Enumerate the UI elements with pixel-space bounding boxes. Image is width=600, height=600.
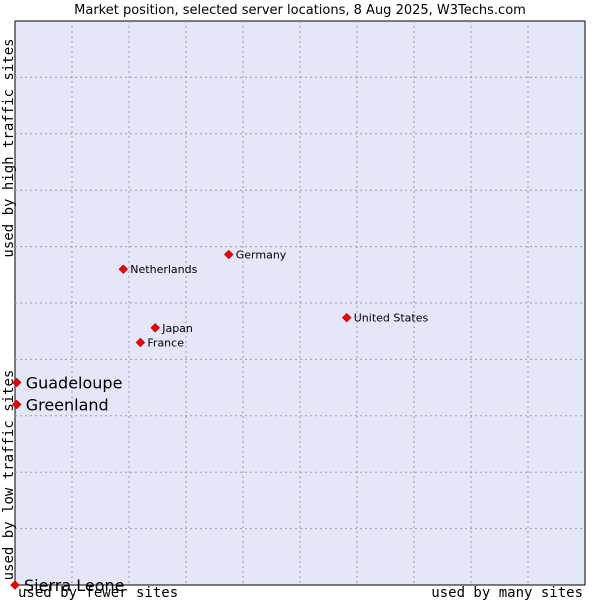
data-point: Germany <box>223 248 287 261</box>
data-points: Germany Netherlands United States JapanFran… <box>10 248 429 595</box>
data-point: France <box>135 336 184 349</box>
data-point: Netherlands <box>118 263 198 276</box>
data-point-marker <box>10 580 20 590</box>
data-point-marker <box>223 249 234 260</box>
x-axis-label-right: used by many sites <box>431 585 583 600</box>
data-point-label: United States <box>354 312 429 325</box>
x-axis-label-left: used by fewer sites <box>18 585 178 600</box>
data-point: Japan <box>150 322 193 335</box>
data-point: United States <box>341 312 429 325</box>
data-point-label: Japan <box>161 322 193 335</box>
data-point-label: Germany <box>236 248 287 261</box>
data-point-label: France <box>147 336 184 349</box>
data-point: Guadeloupe <box>11 374 123 393</box>
data-point-label: Greenland <box>26 396 109 415</box>
y-axis-label-top: used by high traffic sites <box>1 38 17 257</box>
data-point-label: Netherlands <box>130 263 197 276</box>
data-point-label: Sierra Leone <box>24 576 124 595</box>
data-point-marker <box>135 337 146 348</box>
y-axis-label-bottom: used by low traffic sites <box>1 370 17 581</box>
data-point: Greenland <box>11 396 109 415</box>
chart-title: Market position, selected server locatio… <box>74 3 526 18</box>
data-point-marker <box>150 322 161 333</box>
data-point-label: Guadeloupe <box>26 374 123 393</box>
grid-lines <box>15 21 585 585</box>
data-point: Sierra Leone <box>10 576 124 595</box>
data-point-marker <box>11 377 22 388</box>
data-point-marker <box>341 312 352 323</box>
data-point-marker <box>11 399 22 410</box>
data-point-marker <box>118 264 129 275</box>
